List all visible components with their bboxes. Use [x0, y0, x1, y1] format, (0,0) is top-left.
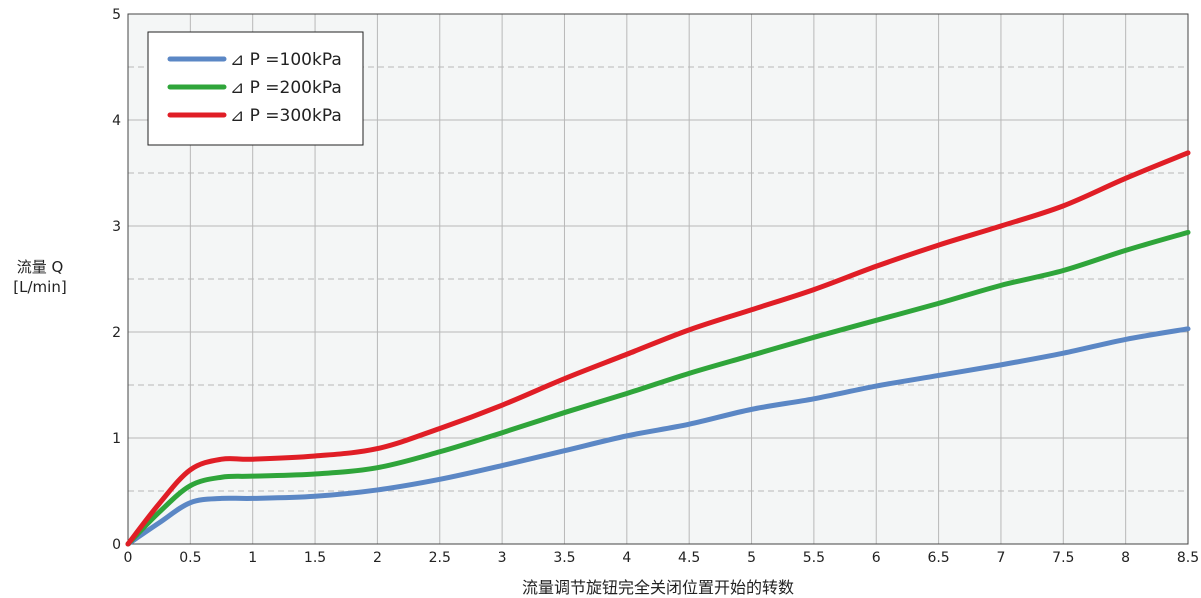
y-tick-label: 3: [112, 219, 121, 235]
x-tick-label: 7: [996, 550, 1005, 566]
y-tick-label: 4: [112, 113, 121, 129]
x-tick-label: 4.5: [678, 550, 700, 566]
x-tick-label: 6: [872, 550, 881, 566]
x-tick-label: 1.5: [304, 550, 326, 566]
y-tick-label: 0: [112, 537, 121, 553]
x-tick-label: 3.5: [553, 550, 575, 566]
y-tick-labels: 0 1 2 3 4 5: [112, 7, 121, 553]
plot-frame: [127, 13, 1189, 545]
y-axis-label-line1: 流量 Q: [16, 258, 64, 276]
x-axis-label: 流量调节旋钮完全关闭位置开始的转数: [521, 578, 794, 597]
series-line-2: [125, 229, 1191, 547]
x-tick-label: 7.5: [1052, 550, 1074, 566]
x-tick-label: 8.5: [1177, 550, 1199, 566]
legend-label-1: ⊿ P =100kPa: [230, 50, 342, 70]
y-tick-label: 5: [112, 7, 121, 23]
x-tick-label: 1: [248, 550, 257, 566]
legend-label-3: ⊿ P =300kPa: [230, 106, 342, 126]
series-lines: [125, 150, 1191, 547]
x-tick-label: 2.5: [429, 550, 451, 566]
x-tick-label: 5: [747, 550, 756, 566]
x-tick-label: 6.5: [927, 550, 949, 566]
y-tick-label: 1: [112, 431, 121, 447]
y-axis-label: 流量 Q [L/min]: [0, 257, 80, 297]
x-tick-label: 0: [124, 550, 133, 566]
series-line-3: [125, 150, 1191, 547]
legend-label-2: ⊿ P =200kPa: [230, 78, 342, 98]
series-line-1: [125, 326, 1191, 547]
x-tick-label: 4: [622, 550, 631, 566]
y-tick-label: 2: [112, 325, 121, 341]
x-tick-label: 2: [373, 550, 382, 566]
x-tick-labels: 0 0.5 1 1.5 2 2.5 3 3.5 4 4.5 5 5.5 6 6.5 7 7.5 8 8.5: [124, 550, 1200, 566]
x-tick-label: 8: [1121, 550, 1130, 566]
x-tick-label: 0.5: [179, 550, 201, 566]
x-tick-label: 5.5: [803, 550, 825, 566]
legend: ⊿ P =100kPa ⊿ P =200kPa ⊿ P =300kPa: [147, 31, 364, 146]
x-tick-label: 3: [498, 550, 507, 566]
y-axis-label-line2: [L/min]: [13, 278, 67, 296]
